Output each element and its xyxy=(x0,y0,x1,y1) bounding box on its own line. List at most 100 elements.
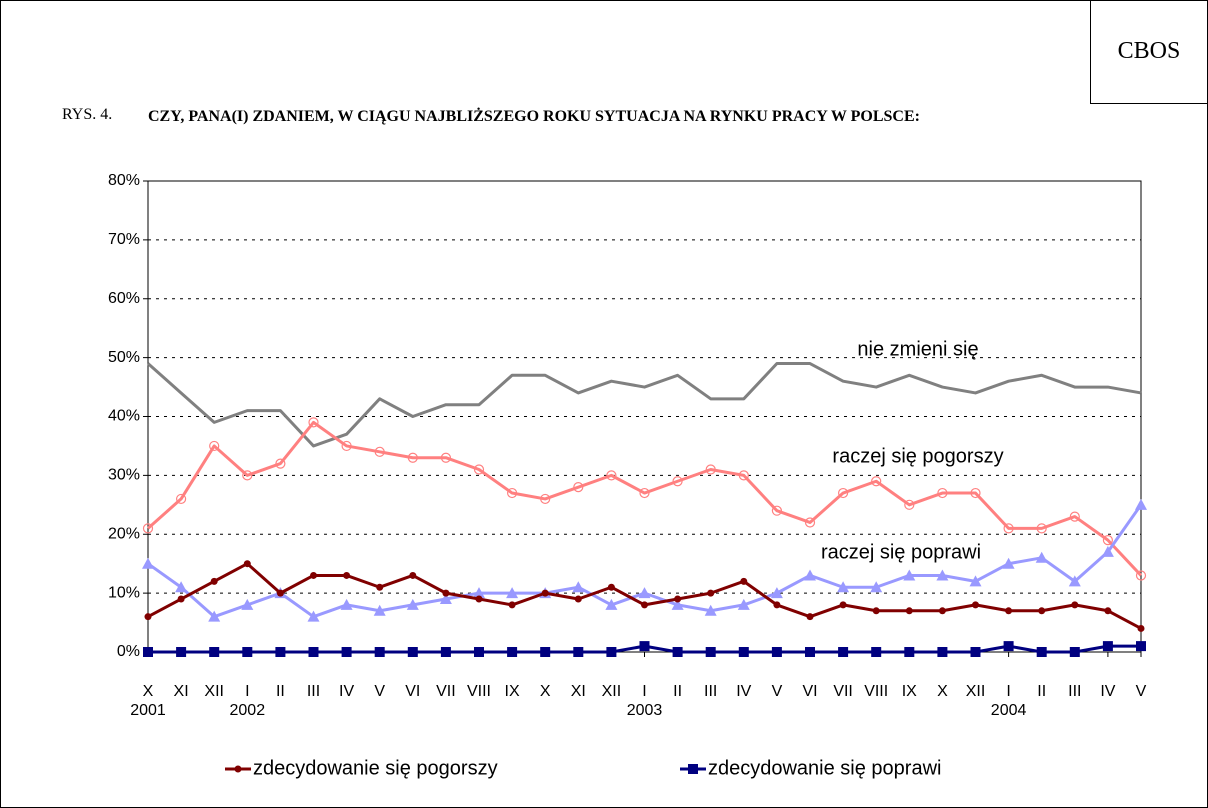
marker xyxy=(341,647,352,657)
marker xyxy=(672,647,683,657)
marker xyxy=(1102,641,1113,652)
marker xyxy=(176,647,187,657)
x-year-label: 2002 xyxy=(230,702,266,719)
marker xyxy=(606,647,617,657)
marker xyxy=(406,598,419,610)
marker xyxy=(373,604,386,616)
marker xyxy=(605,598,618,610)
x-year-label: 2003 xyxy=(627,702,663,719)
x-tick-label: V xyxy=(374,683,385,700)
x-tick-label: XI xyxy=(174,683,189,700)
marker xyxy=(506,587,519,599)
marker xyxy=(176,493,187,505)
marker xyxy=(771,647,782,657)
figure-label: RYS. 4. xyxy=(62,106,113,123)
marker xyxy=(671,598,684,610)
legend-marker xyxy=(688,764,698,774)
y-tick-label: 40% xyxy=(108,408,140,425)
marker xyxy=(1071,601,1079,609)
marker xyxy=(707,589,715,597)
x-tick-label: VII xyxy=(436,683,456,700)
marker xyxy=(937,647,948,657)
marker xyxy=(177,595,185,603)
marker xyxy=(474,647,484,657)
marker xyxy=(276,589,284,597)
x-tick-label: X xyxy=(540,683,551,700)
x-tick-label: III xyxy=(307,683,320,700)
x-tick-label: V xyxy=(1136,683,1147,700)
marker xyxy=(738,647,749,657)
marker xyxy=(639,487,650,499)
source-box: CBOS xyxy=(1090,0,1207,104)
marker xyxy=(573,482,584,493)
x-tick-label: VII xyxy=(833,683,853,700)
marker xyxy=(210,577,218,585)
marker xyxy=(507,647,518,657)
marker xyxy=(737,598,750,610)
series-annotation: nie zmieni się xyxy=(857,338,978,360)
marker xyxy=(407,452,418,463)
marker xyxy=(1135,498,1147,510)
marker xyxy=(142,557,154,569)
marker xyxy=(969,575,982,587)
marker xyxy=(442,589,450,597)
marker xyxy=(374,446,385,457)
y-tick-label: 80% xyxy=(108,172,140,189)
marker xyxy=(607,583,615,591)
marker xyxy=(475,595,483,603)
x-tick-label: XII xyxy=(204,683,224,700)
marker xyxy=(506,487,518,499)
marker xyxy=(440,452,451,463)
marker xyxy=(209,647,220,657)
marker xyxy=(275,458,286,469)
marker xyxy=(144,613,152,621)
x-year-label: 2001 xyxy=(130,702,166,719)
legend-label: zdecydowanie się poprawi xyxy=(708,757,941,779)
marker xyxy=(209,440,220,452)
marker xyxy=(970,487,981,499)
chart-title: CZY, PANA(I) ZDANIEM, W CIĄGU NAJBLIŻSZE… xyxy=(148,108,920,125)
marker xyxy=(936,569,949,581)
x-tick-label: X xyxy=(937,683,948,700)
x-tick-label: VIII xyxy=(864,683,888,700)
marker xyxy=(804,517,816,528)
marker xyxy=(903,569,916,581)
series-line xyxy=(147,362,1142,448)
x-tick-label: I xyxy=(1006,683,1010,700)
x-tick-label: XI xyxy=(571,683,586,700)
marker xyxy=(740,577,748,585)
x-tick-label: XII xyxy=(602,683,622,700)
x-tick-label: III xyxy=(1068,683,1081,700)
y-tick-label: 10% xyxy=(108,584,140,601)
marker xyxy=(1002,557,1015,569)
marker xyxy=(343,571,351,579)
x-tick-label: IX xyxy=(505,683,520,700)
marker xyxy=(473,587,485,599)
y-tick-label: 50% xyxy=(108,349,140,366)
marker xyxy=(938,607,946,615)
marker xyxy=(541,589,549,597)
y-tick-label: 0% xyxy=(117,643,140,660)
marker xyxy=(376,583,384,591)
legend-marker xyxy=(234,765,242,773)
x-tick-label: II xyxy=(1037,683,1046,700)
marker xyxy=(440,647,451,657)
x-tick-label: X xyxy=(143,683,154,700)
marker xyxy=(175,581,188,593)
marker xyxy=(904,499,915,510)
marker xyxy=(1036,523,1047,534)
series-line xyxy=(147,503,1143,619)
marker xyxy=(705,464,716,475)
marker xyxy=(1068,575,1081,587)
marker xyxy=(639,641,650,652)
marker xyxy=(837,487,849,499)
marker xyxy=(1102,535,1114,546)
marker xyxy=(705,647,716,657)
marker xyxy=(638,587,651,599)
x-tick-label: II xyxy=(276,683,285,700)
marker xyxy=(1104,607,1112,615)
marker xyxy=(1137,624,1145,632)
marker xyxy=(805,647,815,657)
marker xyxy=(1038,607,1046,615)
